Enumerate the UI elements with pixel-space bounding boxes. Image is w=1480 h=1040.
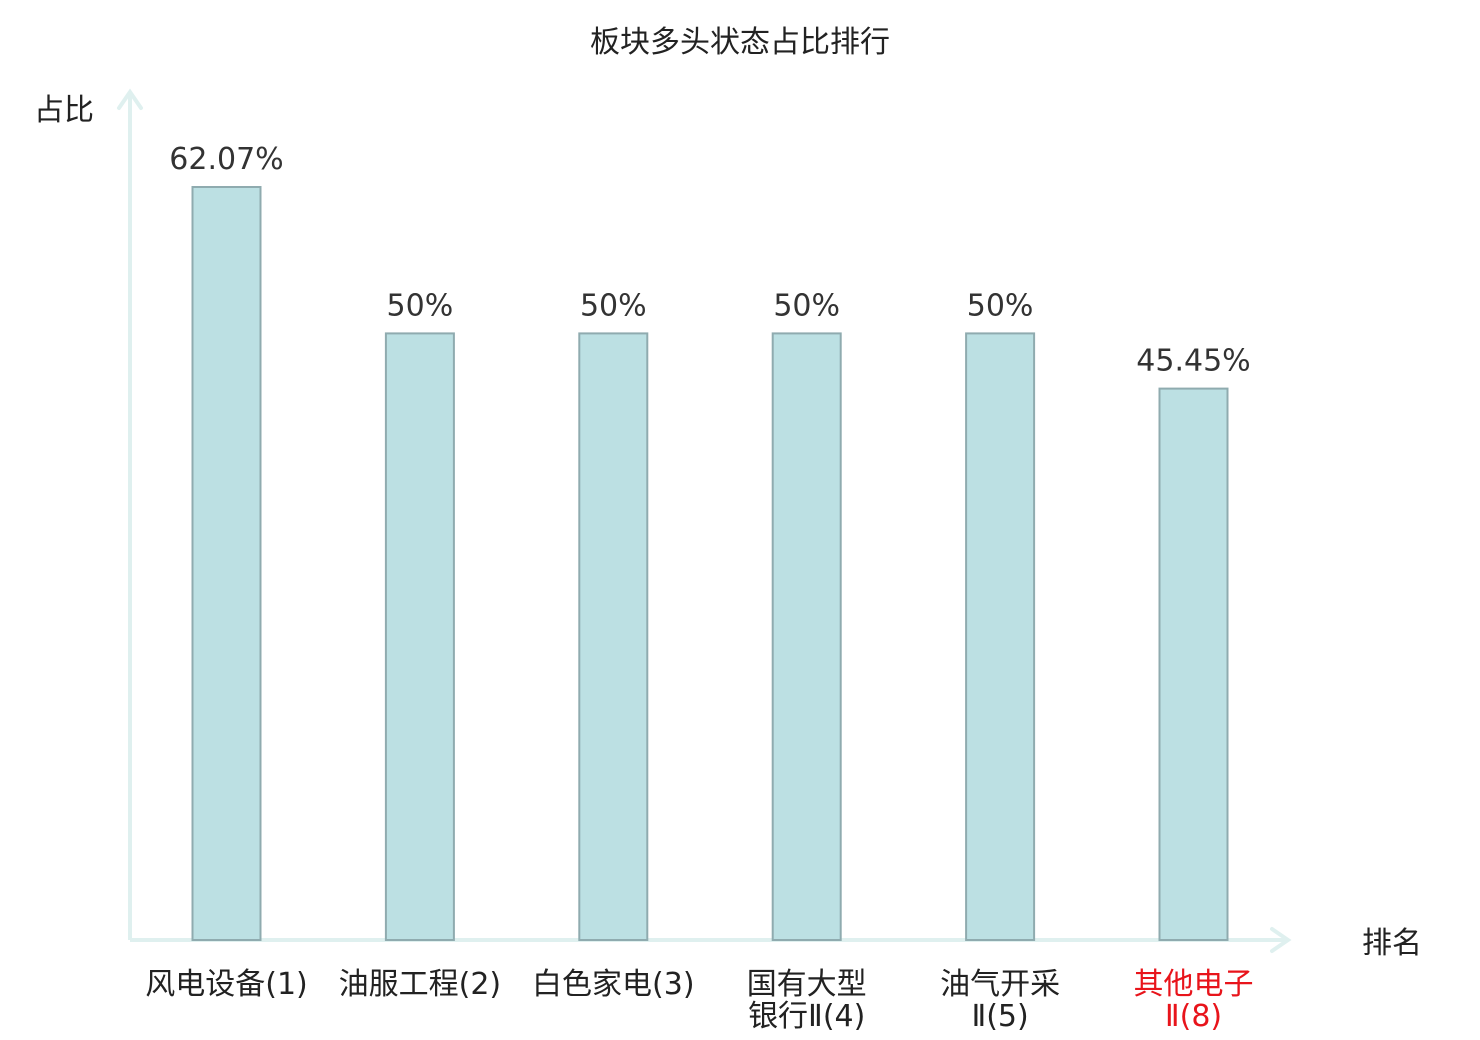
x-tick-label: 白色家电(3)	[532, 967, 695, 1002]
bar	[191, 186, 262, 941]
x-tick-label: 银行Ⅱ(4)	[748, 999, 865, 1034]
x-tick-label: 其他电子	[1134, 967, 1254, 1002]
x-tick-label: Ⅱ(8)	[1165, 999, 1222, 1034]
axes	[117, 88, 1292, 953]
x-axis-label: 排名	[1362, 926, 1422, 961]
x-tick-label: 国有大型	[747, 967, 867, 1002]
bar-value-label: 50%	[773, 288, 840, 323]
y-axis-arrow-icon	[117, 88, 143, 110]
bar	[578, 332, 649, 941]
bar-value-label: 50%	[387, 288, 454, 323]
value-labels: 62.07% 50% 50% 50% 50% 45.45%	[169, 142, 1250, 379]
x-tick-label: Ⅱ(5)	[971, 999, 1028, 1034]
bar-series	[191, 186, 1229, 942]
bar	[384, 332, 455, 941]
x-tick-label: 油服工程(2)	[339, 967, 502, 1002]
bar-value-label: 45.45%	[1136, 344, 1250, 379]
bar-value-label: 62.07%	[169, 142, 283, 177]
bar	[965, 332, 1036, 941]
bar	[771, 332, 842, 941]
x-axis-arrow-icon	[1270, 927, 1292, 953]
y-axis-label: 占比	[34, 93, 94, 128]
x-tick-label: 风电设备(1)	[145, 967, 308, 1002]
chart-title: 板块多头状态占比排行	[590, 25, 890, 60]
bar-value-label: 50%	[580, 288, 647, 323]
x-tick-label: 油气开采	[940, 967, 1060, 1002]
bar	[1158, 387, 1229, 942]
bar-value-label: 50%	[967, 288, 1034, 323]
